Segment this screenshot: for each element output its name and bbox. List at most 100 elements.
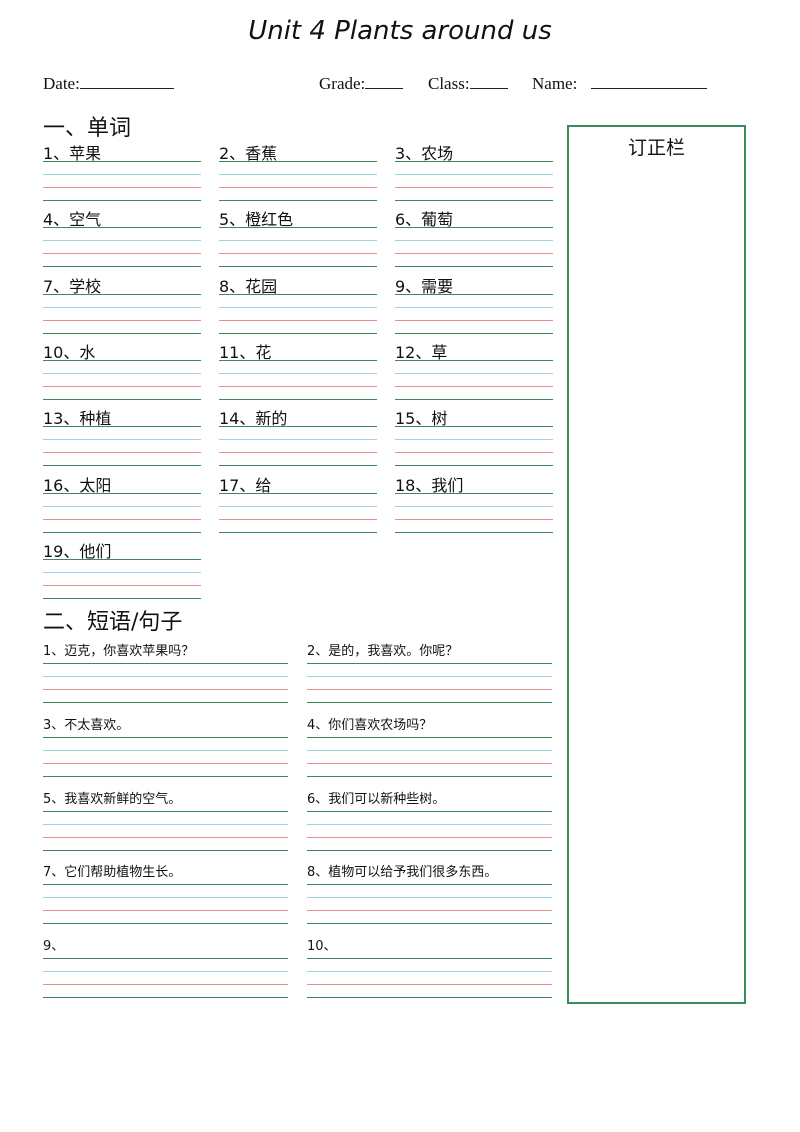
writing-line[interactable] bbox=[307, 984, 552, 986]
writing-line[interactable] bbox=[307, 663, 552, 664]
writing-line[interactable] bbox=[43, 702, 288, 703]
date-blank[interactable] bbox=[79, 74, 174, 89]
writing-line[interactable] bbox=[43, 372, 201, 374]
writing-line[interactable] bbox=[43, 749, 288, 751]
writing-line[interactable] bbox=[307, 689, 552, 690]
writing-line[interactable] bbox=[219, 227, 377, 229]
writing-line[interactable] bbox=[43, 558, 201, 560]
writing-line[interactable] bbox=[43, 332, 201, 334]
writing-line[interactable] bbox=[43, 689, 288, 690]
writing-line[interactable] bbox=[395, 187, 553, 188]
writing-line[interactable] bbox=[43, 810, 288, 812]
writing-line[interactable] bbox=[219, 306, 377, 308]
writing-line[interactable] bbox=[43, 452, 201, 454]
writing-line[interactable] bbox=[307, 810, 552, 812]
writing-line[interactable] bbox=[307, 884, 552, 886]
writing-line[interactable] bbox=[43, 836, 288, 838]
writing-line[interactable] bbox=[395, 359, 553, 361]
writing-line[interactable] bbox=[395, 174, 553, 175]
writing-line[interactable] bbox=[395, 439, 553, 441]
writing-line[interactable] bbox=[43, 971, 288, 973]
writing-line[interactable] bbox=[43, 385, 201, 387]
writing-line[interactable] bbox=[219, 531, 377, 533]
writing-line[interactable] bbox=[219, 518, 377, 520]
writing-line[interactable] bbox=[307, 702, 552, 703]
writing-line[interactable] bbox=[395, 385, 553, 387]
writing-line[interactable] bbox=[219, 426, 377, 428]
writing-line[interactable] bbox=[43, 762, 288, 764]
writing-line[interactable] bbox=[43, 571, 201, 573]
writing-line[interactable] bbox=[43, 240, 201, 242]
writing-line[interactable] bbox=[43, 359, 201, 361]
writing-line[interactable] bbox=[307, 736, 552, 738]
writing-line[interactable] bbox=[395, 372, 553, 374]
writing-line[interactable] bbox=[395, 266, 553, 268]
writing-line[interactable] bbox=[43, 161, 201, 162]
writing-line[interactable] bbox=[219, 253, 377, 255]
writing-line[interactable] bbox=[307, 849, 552, 851]
writing-line[interactable] bbox=[395, 227, 553, 229]
writing-line[interactable] bbox=[307, 762, 552, 764]
writing-line[interactable] bbox=[43, 266, 201, 268]
grade-blank[interactable] bbox=[365, 74, 404, 89]
writing-line[interactable] bbox=[395, 253, 553, 255]
writing-line[interactable] bbox=[43, 492, 201, 494]
writing-line[interactable] bbox=[219, 187, 377, 188]
writing-line[interactable] bbox=[395, 200, 553, 201]
writing-line[interactable] bbox=[307, 958, 552, 960]
writing-line[interactable] bbox=[219, 332, 377, 334]
writing-line[interactable] bbox=[43, 823, 288, 825]
writing-line[interactable] bbox=[43, 663, 288, 664]
writing-line[interactable] bbox=[395, 505, 553, 507]
writing-line[interactable] bbox=[43, 849, 288, 851]
writing-line[interactable] bbox=[43, 531, 201, 533]
writing-line[interactable] bbox=[307, 910, 552, 912]
writing-line[interactable] bbox=[307, 923, 552, 925]
writing-line[interactable] bbox=[395, 332, 553, 334]
writing-line[interactable] bbox=[43, 293, 201, 295]
writing-line[interactable] bbox=[43, 505, 201, 507]
writing-line[interactable] bbox=[395, 465, 553, 467]
writing-line[interactable] bbox=[219, 372, 377, 374]
writing-line[interactable] bbox=[43, 426, 201, 428]
writing-line[interactable] bbox=[307, 997, 552, 999]
writing-line[interactable] bbox=[219, 319, 377, 321]
writing-line[interactable] bbox=[307, 749, 552, 751]
writing-line[interactable] bbox=[307, 971, 552, 973]
writing-line[interactable] bbox=[43, 253, 201, 255]
writing-line[interactable] bbox=[395, 518, 553, 520]
writing-line[interactable] bbox=[43, 997, 288, 999]
writing-line[interactable] bbox=[43, 439, 201, 441]
writing-line[interactable] bbox=[219, 492, 377, 494]
writing-line[interactable] bbox=[43, 897, 288, 899]
writing-line[interactable] bbox=[43, 910, 288, 912]
writing-line[interactable] bbox=[219, 452, 377, 454]
writing-line[interactable] bbox=[219, 266, 377, 268]
writing-line[interactable] bbox=[43, 398, 201, 400]
writing-line[interactable] bbox=[395, 426, 553, 428]
writing-line[interactable] bbox=[43, 518, 201, 520]
writing-line[interactable] bbox=[395, 240, 553, 242]
writing-line[interactable] bbox=[43, 584, 201, 586]
writing-line[interactable] bbox=[307, 775, 552, 777]
writing-line[interactable] bbox=[43, 174, 201, 175]
writing-line[interactable] bbox=[219, 359, 377, 361]
writing-line[interactable] bbox=[43, 984, 288, 986]
writing-line[interactable] bbox=[395, 293, 553, 295]
writing-line[interactable] bbox=[43, 736, 288, 738]
writing-line[interactable] bbox=[43, 597, 201, 599]
class-blank[interactable] bbox=[469, 74, 508, 89]
writing-line[interactable] bbox=[395, 161, 553, 162]
writing-line[interactable] bbox=[219, 240, 377, 242]
writing-line[interactable] bbox=[43, 958, 288, 960]
writing-line[interactable] bbox=[43, 884, 288, 886]
writing-line[interactable] bbox=[395, 398, 553, 400]
writing-line[interactable] bbox=[219, 293, 377, 295]
writing-line[interactable] bbox=[307, 836, 552, 838]
writing-line[interactable] bbox=[219, 385, 377, 387]
name-blank[interactable] bbox=[591, 74, 708, 89]
writing-line[interactable] bbox=[43, 923, 288, 925]
writing-line[interactable] bbox=[307, 897, 552, 899]
writing-line[interactable] bbox=[43, 306, 201, 308]
writing-line[interactable] bbox=[219, 439, 377, 441]
